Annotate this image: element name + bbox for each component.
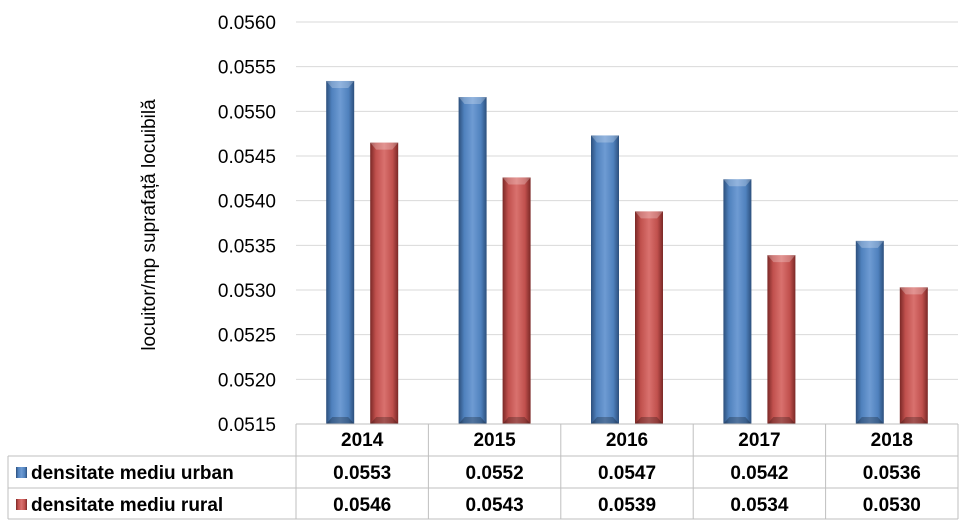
bar-bevel <box>502 177 531 185</box>
gridlines <box>296 21 958 425</box>
bar-body <box>723 179 752 424</box>
bar-body <box>326 80 355 425</box>
x-tick-label: 2014 <box>341 430 384 451</box>
bar-body <box>591 135 619 424</box>
bar-bevel <box>591 417 619 424</box>
bar-bevel <box>855 417 884 424</box>
x-tick-label: 2016 <box>606 430 648 451</box>
bar <box>370 142 399 424</box>
data-label: 0.0552 <box>466 463 524 484</box>
bar <box>326 80 355 425</box>
bar <box>723 179 752 424</box>
bar-body <box>855 240 884 424</box>
y-tick-label: 0.0535 <box>218 236 276 257</box>
y-tick-label: 0.0550 <box>218 102 276 123</box>
legend-swatch <box>16 499 27 510</box>
bar-bevel <box>855 240 884 248</box>
data-label: 0.0536 <box>863 463 921 484</box>
data-label: 0.0534 <box>730 495 789 516</box>
legend-entry: densitate mediu urban <box>31 463 234 484</box>
legend-swatch <box>16 467 27 478</box>
data-table: 2014 2015 2016 2017 2018 densitate mediu urba… <box>7 423 959 520</box>
data-label: 0.0547 <box>598 463 656 484</box>
bar-bevel <box>635 417 663 424</box>
y-tick-label: 0.0545 <box>218 147 276 168</box>
bar-bevel <box>899 287 928 295</box>
bar <box>591 135 619 424</box>
bars <box>326 80 928 425</box>
bar-bevel <box>458 97 487 105</box>
bar-body <box>502 177 531 424</box>
bar-bevel <box>767 417 796 424</box>
y-tick-label: 0.0515 <box>218 415 276 436</box>
bar-bevel <box>767 255 796 263</box>
bar-bevel <box>723 417 752 424</box>
bar-bevel <box>635 211 663 219</box>
bar-bevel <box>370 142 399 150</box>
bar-bevel <box>502 417 531 424</box>
bar <box>458 97 487 424</box>
y-tick-label: 0.0525 <box>218 326 276 347</box>
y-tick-label: 0.0520 <box>218 370 276 391</box>
bar-bevel <box>899 417 928 424</box>
data-label: 0.0553 <box>333 463 391 484</box>
bar-bevel <box>591 135 619 143</box>
bar-body <box>767 255 796 424</box>
data-label: 0.0539 <box>598 495 656 516</box>
y-axis-ticks: 0.0515 0.0520 0.0525 0.0530 0.0535 0.0540 0.05… <box>218 13 276 436</box>
y-tick-label: 0.0555 <box>218 58 276 79</box>
bar-body <box>635 211 663 424</box>
y-tick-label: 0.0530 <box>218 281 276 302</box>
x-tick-label: 2017 <box>738 430 780 451</box>
x-tick-label: 2015 <box>473 430 516 451</box>
bar <box>855 240 884 424</box>
bar-body <box>458 97 487 424</box>
data-label: 0.0530 <box>863 495 921 516</box>
bar-bevel <box>326 80 355 88</box>
bar <box>502 177 531 424</box>
data-label: 0.0546 <box>333 495 391 516</box>
bar-bevel <box>326 417 355 424</box>
data-label: 0.0543 <box>466 495 524 516</box>
bar-body <box>899 287 928 424</box>
legend-entry: densitate mediu rural <box>31 495 223 516</box>
bar-bevel <box>458 417 487 424</box>
y-tick-label: 0.0540 <box>218 192 276 213</box>
bar <box>767 255 796 424</box>
y-tick-label: 0.0560 <box>218 13 276 34</box>
x-tick-label: 2018 <box>871 430 913 451</box>
bar <box>635 211 663 424</box>
bar-bevel <box>370 417 399 424</box>
bar-body <box>370 142 399 424</box>
y-axis-label: locuitor/mp suprafață locuibilă <box>139 99 160 351</box>
data-label: 0.0542 <box>730 463 788 484</box>
bar <box>899 287 928 424</box>
bar-bevel <box>723 179 752 187</box>
